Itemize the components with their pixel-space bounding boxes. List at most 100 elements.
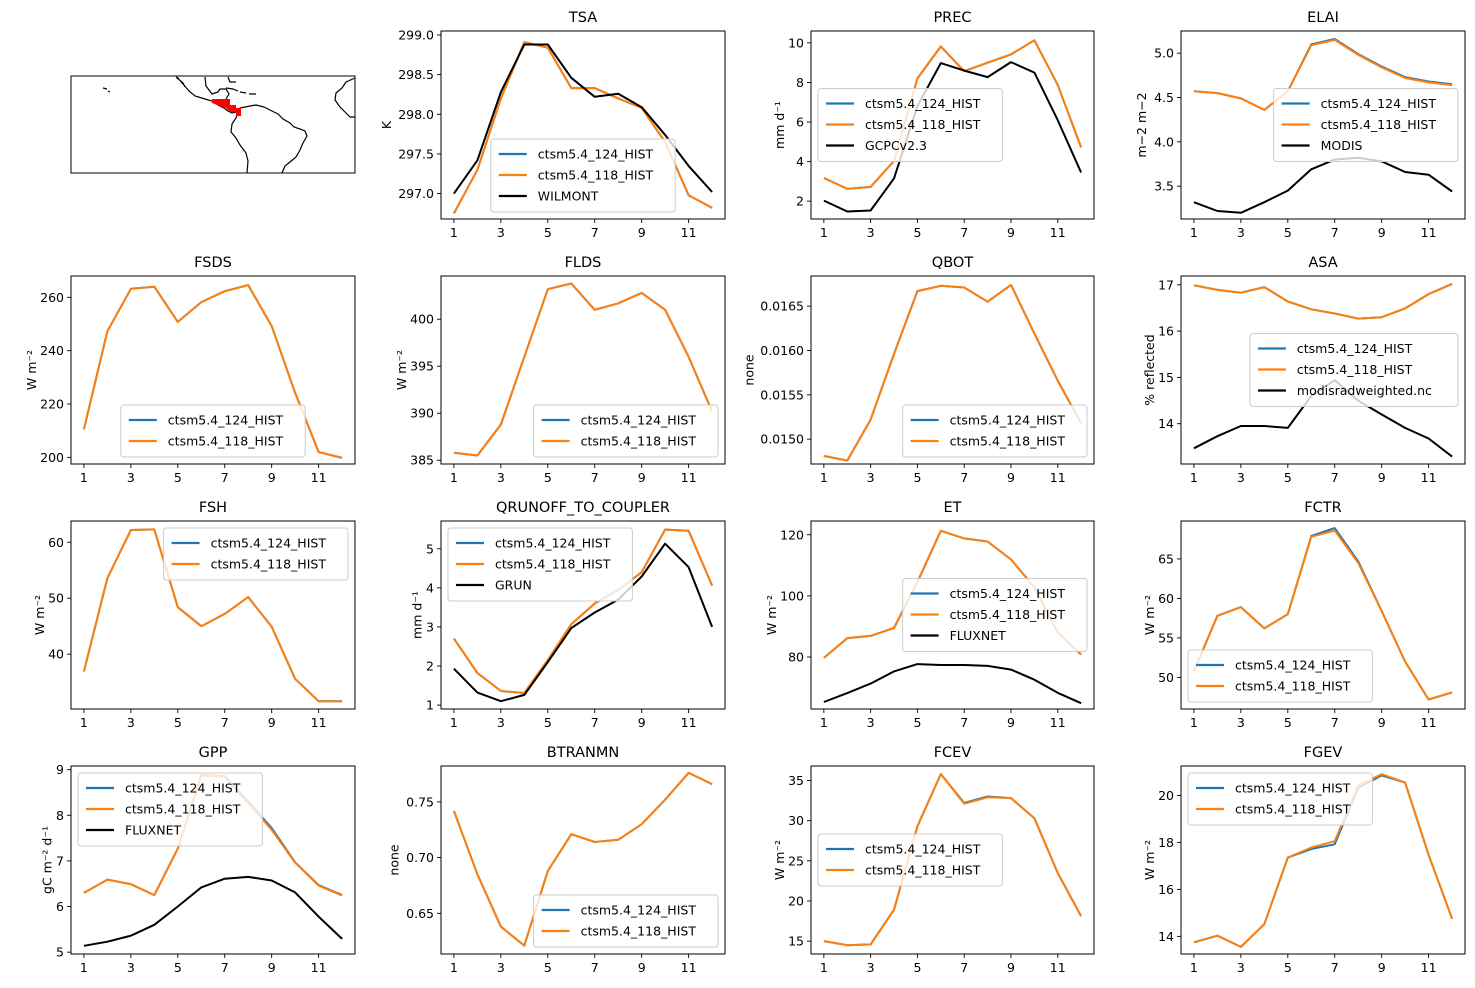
y-axis-label: gC m⁻² d⁻¹ — [39, 826, 54, 894]
coastline-hawaii — [102, 87, 111, 93]
chart-title: QBOT — [932, 255, 974, 271]
legend-label: GCPCv2.3 — [865, 138, 927, 153]
x-tick-label: 7 — [1331, 225, 1339, 240]
x-tick-label: 9 — [1378, 715, 1386, 730]
series-line-ctsm5-4-118-hist — [82, 284, 343, 459]
legend: ctsm5.4_124_HIST ctsm5.4_118_HIST — [533, 404, 719, 458]
x-tick-label: 5 — [544, 715, 552, 730]
x-tick-label: 9 — [1378, 470, 1386, 485]
legend-label: ctsm5.4_118_HIST — [865, 863, 981, 878]
legend-label: ctsm5.4_124_HIST — [538, 147, 654, 162]
legend-label: ctsm5.4_124_HIST — [581, 903, 697, 918]
y-tick-label: 5 — [56, 945, 64, 960]
y-axis-label: W m⁻² — [394, 350, 409, 390]
x-tick-label: 3 — [127, 470, 135, 485]
y-tick-label: 390 — [410, 406, 434, 421]
y-tick-label: 4.5 — [1154, 90, 1174, 105]
y-tick-label: 60 — [1158, 591, 1174, 606]
y-axis-label: none — [741, 354, 756, 385]
x-tick-label: 1 — [80, 960, 88, 975]
y-tick-label: 15 — [1158, 370, 1174, 385]
y-tick-label: 0.0150 — [760, 432, 804, 447]
x-tick-label: 7 — [960, 225, 968, 240]
x-tick-label: 9 — [1378, 960, 1386, 975]
coastline-south-america-east — [263, 106, 308, 174]
x-tick-label: 3 — [867, 960, 875, 975]
x-tick-label: 11 — [1421, 225, 1437, 240]
x-tick-label: 9 — [638, 470, 646, 485]
legend-label: ctsm5.4_118_HIST — [495, 557, 611, 572]
x-tick-label: 7 — [591, 225, 599, 240]
coastline-central-america — [175, 76, 265, 114]
series-line-ctsm5-4-118-hist — [823, 39, 1083, 190]
x-tick-label: 1 — [820, 470, 828, 485]
legend-box — [163, 527, 349, 581]
y-tick-label: 297.0 — [398, 186, 434, 201]
y-tick-label: 9 — [56, 762, 64, 777]
x-tick-label: 5 — [913, 715, 921, 730]
x-tick-label: 7 — [1331, 715, 1339, 730]
y-tick-label: 5 — [426, 541, 434, 556]
chart-title: QRUNOFF_TO_COUPLER — [496, 500, 670, 516]
y-tick-label: 40 — [48, 647, 64, 662]
y-tick-label: 20 — [1158, 788, 1174, 803]
chart-title: FGEV — [1304, 745, 1343, 761]
legend-box — [77, 772, 263, 847]
legend: ctsm5.4_124_HIST ctsm5.4_118_HIST FLUXNET — [902, 578, 1088, 652]
chart-panel-fsh: FSH 1 3 5 7 9 11 40 50 60 W m⁻² ctsm5.4_124_HISTcts… — [32, 500, 356, 730]
y-tick-label: 400 — [410, 312, 434, 327]
x-tick-label: 7 — [221, 960, 229, 975]
x-tick-label: 1 — [450, 715, 458, 730]
y-tick-label: 80 — [788, 650, 804, 665]
x-tick-label: 11 — [1050, 225, 1066, 240]
x-tick-label: 9 — [1378, 225, 1386, 240]
x-tick-label: 7 — [591, 715, 599, 730]
series-line-ctsm5-4-118-hist — [1192, 529, 1453, 701]
legend-label: ctsm5.4_124_HIST — [1235, 781, 1351, 796]
legend: ctsm5.4_124_HIST ctsm5.4_118_HIST modisrad… — [1249, 333, 1459, 407]
coastline-gulf-of-mexico — [204, 76, 230, 100]
map-coastlines — [102, 76, 356, 174]
x-tick-label: 7 — [960, 960, 968, 975]
x-tick-label: 5 — [1284, 960, 1292, 975]
legend-label: ctsm5.4_124_HIST — [1235, 658, 1351, 673]
map-frame — [70, 75, 356, 174]
legend: ctsm5.4_124_HIST ctsm5.4_118_HIST — [817, 833, 1003, 887]
x-tick-label: 11 — [681, 715, 697, 730]
legend-label: ctsm5.4_118_HIST — [1235, 802, 1351, 817]
x-tick-label: 9 — [1007, 225, 1015, 240]
y-tick-label: 25 — [788, 853, 804, 868]
chart-title: FSDS — [194, 255, 232, 271]
x-tick-label: 3 — [1237, 715, 1245, 730]
y-tick-label: 0.0155 — [760, 387, 804, 402]
legend: ctsm5.4_124_HIST ctsm5.4_118_HIST — [1187, 649, 1373, 703]
x-tick-label: 1 — [820, 960, 828, 975]
y-tick-label: 0.65 — [406, 906, 434, 921]
x-tick-label: 1 — [450, 470, 458, 485]
legend: ctsm5.4_124_HIST ctsm5.4_118_HIST MODIS — [1273, 88, 1459, 162]
legend-box — [817, 88, 1003, 162]
series-line-ctsm5-4-118-hist — [823, 773, 1082, 947]
legend: ctsm5.4_124_HIST ctsm5.4_118_HIST — [163, 527, 349, 581]
y-tick-label: 100 — [780, 588, 804, 603]
series-line-grun — [453, 542, 714, 703]
chart-title: PREC — [933, 10, 971, 26]
x-tick-label: 5 — [913, 225, 921, 240]
y-axis-label: W m⁻² — [1142, 840, 1157, 880]
x-tick-label: 11 — [1421, 960, 1437, 975]
y-tick-label: 120 — [780, 527, 804, 542]
selected-region — [212, 99, 241, 116]
x-tick-label: 7 — [221, 470, 229, 485]
chart-title: BTRANMN — [547, 745, 619, 761]
x-tick-label: 3 — [127, 715, 135, 730]
chart-panel-flds: FLDS 1 3 5 7 9 11 385 390 395 400 W m⁻² ctsm5.4_124_… — [394, 255, 726, 485]
y-tick-label: 18 — [1158, 835, 1174, 850]
x-tick-label: 7 — [1331, 470, 1339, 485]
chart-panel-elai: ELAI 1 3 5 7 9 11 3.5 4.0 4.5 5.0 m−2 m−2 ctsm5.4_12… — [1134, 10, 1466, 240]
x-tick-label: 9 — [638, 715, 646, 730]
series-line-fluxnet — [823, 663, 1082, 705]
chart-title: ASA — [1308, 255, 1337, 271]
x-tick-label: 3 — [497, 225, 505, 240]
y-tick-label: 8 — [796, 75, 804, 90]
